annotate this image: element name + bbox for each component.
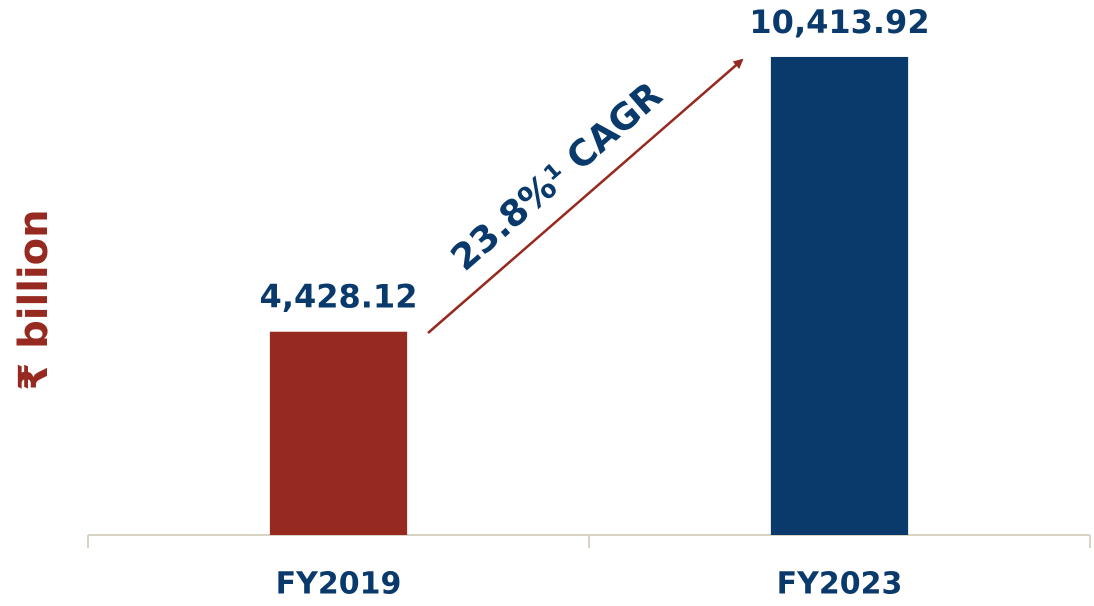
bar: [770, 56, 909, 536]
cagr-arrow: [427, 58, 744, 334]
value-label: 4,428.12: [260, 278, 418, 316]
cagr-annotation: 23.8%¹ CAGR: [444, 75, 671, 280]
value-label: 10,413.92: [749, 3, 929, 41]
y-axis-label: ₹ billion: [11, 209, 57, 390]
x-tick-label: FY2019: [276, 567, 402, 602]
x-tick-label: FY2023: [777, 567, 903, 602]
bar: [269, 331, 408, 535]
